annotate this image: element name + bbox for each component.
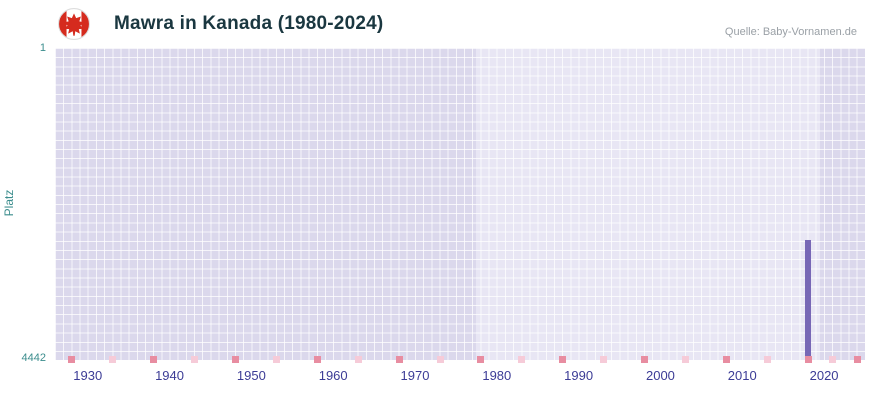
chart-title: Mawra in Kanada (1980-2024) [114, 13, 384, 34]
baseline-marker [354, 356, 362, 363]
y-tick-bottom: 4442 [21, 352, 46, 364]
x-tick-label: 1940 [155, 368, 184, 383]
baseline-marker [313, 356, 321, 363]
plot-area [55, 48, 865, 363]
baseline-marker [829, 356, 837, 363]
baseline-marker [853, 356, 861, 363]
baseline-marker [150, 356, 158, 363]
baseline-marker [272, 356, 280, 363]
plot-band-dark [820, 48, 865, 360]
x-tick-label: 2000 [645, 368, 675, 383]
baseline-marker [231, 356, 239, 363]
x-tick-label: 1930 [73, 368, 103, 383]
baseline-marker [191, 356, 199, 363]
rank-bar[interactable] [804, 240, 811, 360]
x-tick-label: 2010 [727, 368, 757, 383]
canada-flag-icon [58, 8, 90, 40]
baseline-marker [722, 356, 730, 363]
baseline-marker [68, 356, 76, 363]
plot-band-dark [55, 48, 477, 360]
baseline-marker [436, 356, 444, 363]
x-tick-label: 1980 [482, 368, 512, 383]
baseline-marker [682, 356, 689, 363]
y-tick-top: 1 [39, 42, 46, 54]
source-credit: Quelle: Baby-Vornamen.de [724, 26, 857, 38]
baseline-marker [477, 356, 485, 363]
baseline-marker [804, 356, 812, 363]
x-tick-label: 1960 [318, 368, 348, 383]
baseline-marker [395, 356, 403, 363]
baseline-marker [763, 356, 771, 363]
baseline-marker [109, 356, 117, 363]
x-tick-label: 1950 [236, 368, 266, 383]
baseline-marker [641, 356, 649, 363]
x-tick-label: 1990 [564, 368, 594, 383]
x-tick-label: 2020 [809, 368, 839, 383]
baseline-marker [518, 356, 526, 363]
baseline-marker [600, 356, 608, 363]
x-axis: 1930 1940 1950 1960 1970 1980 1990 2000 2010 2020 [55, 368, 865, 388]
plot-band-light [476, 48, 820, 360]
x-tick-label: 1970 [400, 368, 430, 383]
baseline-marker [559, 356, 567, 363]
y-axis-title: Platz [2, 189, 16, 217]
